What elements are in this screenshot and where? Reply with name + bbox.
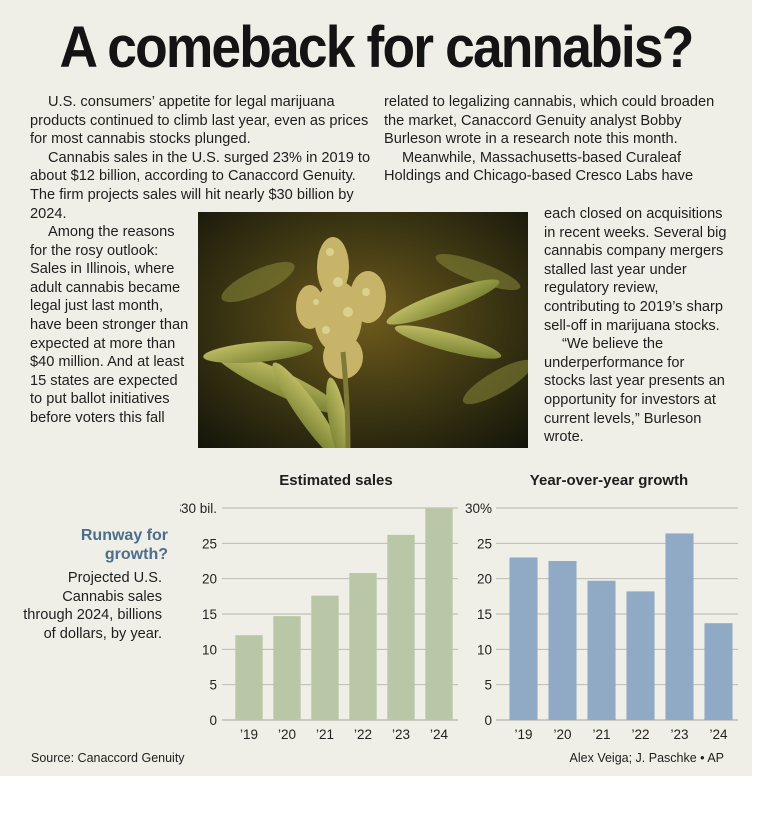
sales-chart-title: Estimated sales — [279, 472, 393, 489]
y-tick-label: 5 — [209, 678, 217, 693]
byline-credit: Alex Veiga; J. Paschke • AP — [569, 751, 724, 765]
bar — [311, 595, 339, 720]
article-paragraph: each closed on acquisitions in recent we… — [544, 206, 727, 334]
y-tick-label: $30 bil. — [180, 501, 217, 516]
x-tick-label: ’24 — [430, 727, 449, 742]
article-column-left-narrow: Among the reasons for the rosy outlook: … — [30, 223, 192, 428]
bar — [235, 635, 263, 720]
x-tick-label: ’20 — [278, 727, 296, 742]
bar — [273, 616, 301, 720]
y-tick-label: 10 — [202, 642, 217, 657]
y-tick-label: 15 — [202, 607, 217, 622]
headline: A comeback for cannabis? — [59, 15, 695, 80]
article-column-left: U.S. consumers’ appetite for legal marij… — [30, 93, 372, 223]
sales-bar-chart: 0 5 10 15 20 25 $30 bil. ’19 ’20 ’21 ’22 ’23 ’24 — [180, 501, 458, 742]
bar — [425, 508, 453, 720]
x-tick-label: ’21 — [316, 727, 334, 742]
sidebar-title: Runway for growth? — [80, 527, 168, 563]
bar — [665, 533, 694, 720]
x-tick-label: ’23 — [670, 727, 688, 742]
cannabis-plant-photo — [198, 212, 528, 448]
bar — [387, 534, 415, 720]
article-paragraph: U.S. consumers’ appetite for legal marij… — [30, 94, 369, 148]
x-tick-label: ’22 — [631, 727, 649, 742]
article-paragraph: Among the reasons for the rosy outlook: … — [30, 224, 189, 426]
article-column-right-narrow: each closed on acquisitions in recent we… — [544, 205, 728, 447]
y-tick-label: 5 — [484, 678, 492, 693]
growth-bar-chart: 0 5 10 15 20 25 30% ’19 ’20 ’21 ’22 ’23 ’24 — [465, 501, 738, 742]
article-paragraph: Cannabis sales in the U.S. surged 23% in… — [30, 149, 371, 222]
bar — [509, 557, 538, 720]
x-tick-label: ’22 — [354, 727, 372, 742]
y-tick-label: 20 — [477, 572, 492, 587]
bar — [704, 623, 733, 720]
y-tick-label: 25 — [477, 536, 492, 551]
bar — [626, 591, 655, 720]
sidebar-description: Projected U.S. Cannabis sales through 20… — [23, 570, 162, 642]
source-note: Source: Canaccord Genuity — [31, 751, 185, 765]
y-tick-label: 0 — [484, 713, 492, 728]
article-paragraph: Meanwhile, Massachusetts-based Curaleaf … — [384, 149, 694, 185]
article-paragraph: “We believe the underperformance for sto… — [544, 336, 725, 446]
y-tick-label: 25 — [202, 536, 217, 551]
x-tick-label: ’23 — [392, 727, 410, 742]
bar — [548, 561, 577, 720]
x-tick-label: ’19 — [514, 727, 532, 742]
x-tick-label: ’24 — [709, 727, 728, 742]
bar — [587, 580, 616, 720]
y-tick-label: 30% — [465, 501, 492, 516]
article-column-right: related to legalizing cannabis, which co… — [384, 93, 728, 186]
article-paragraph: related to legalizing cannabis, which co… — [384, 94, 715, 148]
growth-chart-title: Year-over-year growth — [529, 472, 689, 489]
y-tick-label: 20 — [202, 572, 217, 587]
y-tick-label: 15 — [477, 607, 492, 622]
x-tick-label: ’21 — [592, 727, 610, 742]
y-tick-label: 0 — [209, 713, 217, 728]
bar — [349, 573, 377, 720]
x-tick-label: ’19 — [240, 727, 258, 742]
x-tick-label: ’20 — [553, 727, 571, 742]
y-tick-label: 10 — [477, 642, 492, 657]
